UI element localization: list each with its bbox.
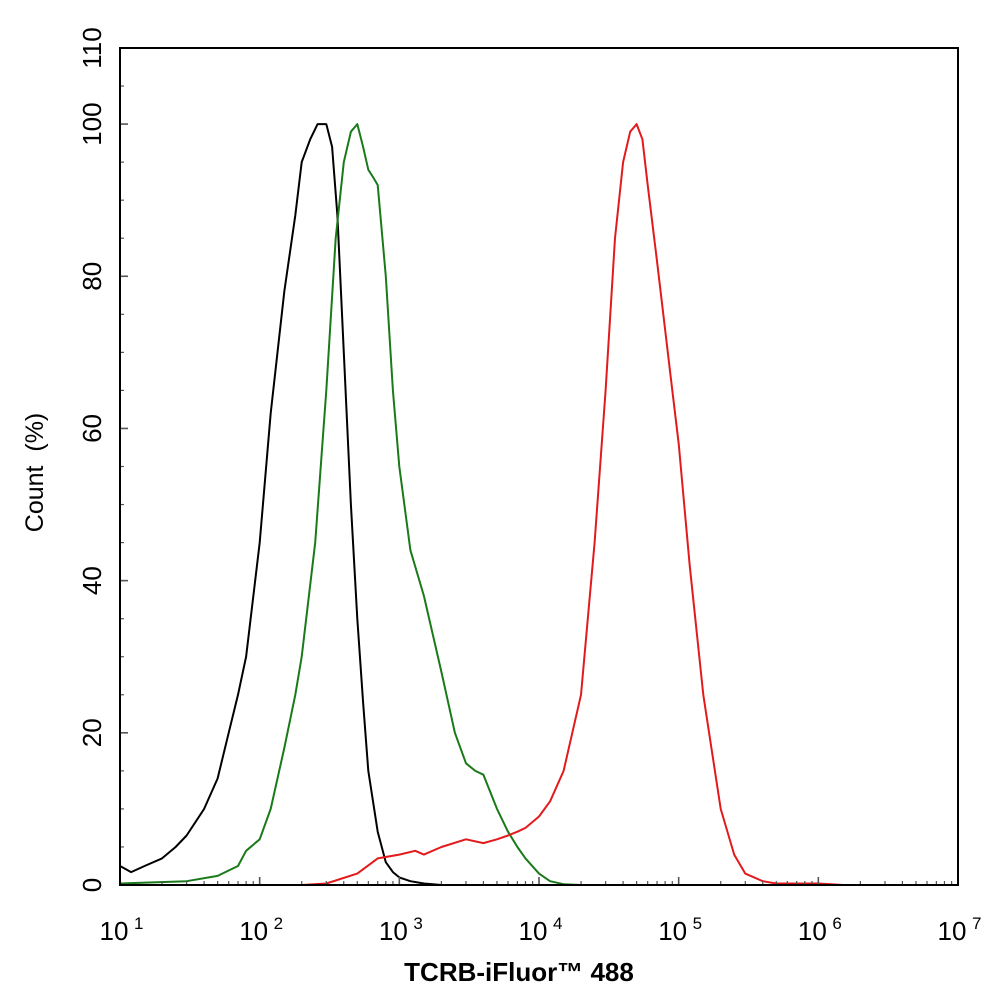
y-tick-label: 100 (77, 102, 107, 145)
x-tick-exponent: 1 (134, 914, 143, 933)
y-tick-label: 20 (77, 718, 107, 747)
series-line-3 (301, 123, 843, 886)
plot-frame (119, 47, 959, 886)
x-tick-labels: 10 1 10 2 10 3 10 4 10 5 10 6 10 7 (100, 914, 982, 946)
y-axis-title: Count (%) (21, 413, 49, 532)
series-layer (119, 123, 843, 886)
x-tick-label: 10 (379, 916, 408, 946)
y-tick-label: 80 (77, 262, 107, 291)
x-tick-label: 10 (938, 916, 967, 946)
x-tick-exponent: 2 (274, 914, 283, 933)
x-axis-title: TCRB-iFluor™ 488 (404, 957, 634, 987)
series-line-1 (119, 123, 442, 886)
x-tick-label: 10 (798, 916, 827, 946)
x-tick-exponent: 4 (553, 914, 562, 933)
x-tick-label: 10 (658, 916, 687, 946)
x-tick-label: 10 (239, 916, 268, 946)
y-tick-label: 110 (77, 27, 107, 68)
y-tick-label: 0 (77, 878, 107, 892)
series-line-2 (119, 123, 582, 886)
y-tick-labels: 0 20 40 60 80 100 110 (77, 27, 107, 892)
x-tick-exponent: 6 (832, 914, 841, 933)
x-tick-label: 10 (100, 916, 129, 946)
x-tick-exponent: 5 (693, 914, 702, 933)
y-tick-label: 60 (77, 414, 107, 443)
x-tick-exponent: 7 (972, 914, 981, 933)
y-tick-label: 40 (77, 566, 107, 595)
x-tick-exponent: 3 (413, 914, 422, 933)
y-axis-ticks (120, 47, 128, 886)
x-tick-label: 10 (519, 916, 548, 946)
